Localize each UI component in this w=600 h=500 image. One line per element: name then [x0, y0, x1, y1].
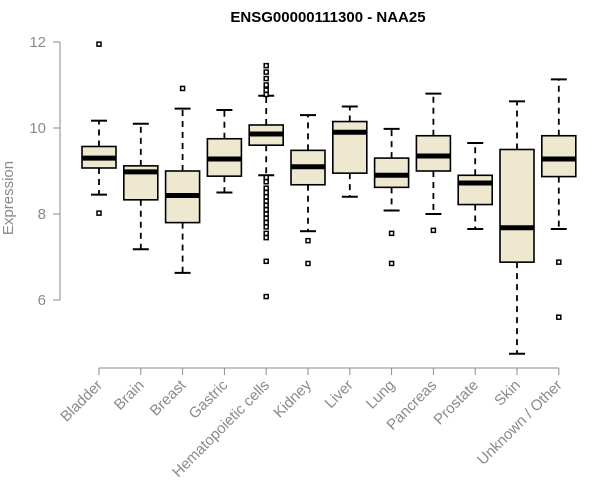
outlier-point	[263, 198, 269, 204]
y-tick-label: 10	[29, 120, 46, 137]
box-bladder	[81, 41, 117, 216]
outlier-point	[263, 62, 269, 69]
box-pancreas	[415, 92, 452, 234]
outlier-point	[263, 219, 269, 226]
box-hematopoietic-cells	[248, 62, 284, 300]
box-iqr	[499, 148, 535, 263]
x-tick-label: Lung	[363, 377, 399, 413]
outlier-point	[263, 224, 269, 230]
outlier-point	[263, 185, 269, 191]
box-brain	[123, 122, 159, 251]
box-iqr	[540, 134, 577, 178]
y-axis: 6 8 10 12	[29, 34, 61, 309]
outlier-point	[263, 202, 269, 209]
y-tick-label: 6	[38, 292, 46, 309]
outlier-point	[263, 75, 269, 82]
box-skin	[499, 100, 535, 355]
outlier-point	[388, 260, 395, 267]
outlier-point	[263, 179, 269, 185]
outlier-point	[263, 258, 269, 265]
box-iqr	[415, 134, 452, 172]
outlier-point	[263, 211, 269, 217]
outlier-point	[263, 189, 269, 196]
outlier-point	[263, 91, 269, 98]
box-gastric	[206, 108, 243, 194]
outlier-point	[388, 230, 395, 237]
outlier-point	[305, 237, 311, 244]
outlier-point	[263, 230, 269, 237]
box-unknown-other	[540, 78, 577, 320]
outlier-point	[430, 227, 437, 234]
outlier-point	[263, 215, 269, 222]
box-breast	[164, 85, 201, 274]
box-kidney	[290, 114, 326, 267]
outlier-point	[263, 293, 269, 300]
outlier-point	[263, 69, 269, 75]
outlier-point	[263, 234, 269, 241]
box-prostate	[457, 142, 494, 231]
x-tick-label: Breast	[147, 376, 190, 419]
outlier-point	[263, 194, 269, 200]
boxes-group	[81, 41, 577, 355]
box-liver	[331, 105, 368, 198]
outlier-point	[556, 259, 562, 265]
x-tick-label: Bladder	[57, 377, 106, 426]
outlier-point	[263, 87, 269, 93]
outlier-point	[96, 41, 102, 47]
outlier-point	[179, 85, 186, 92]
box-iqr	[331, 120, 368, 174]
outlier-point	[96, 210, 102, 216]
x-tick-label: Kidney	[270, 376, 315, 421]
chart-title: ENSG00000111300 - NAA25	[230, 9, 425, 26]
outlier-point	[263, 174, 269, 181]
box-lung	[373, 127, 410, 267]
x-tick-label: Brain	[111, 377, 148, 414]
x-tick-label: Prostate	[430, 377, 482, 429]
box-iqr	[457, 174, 494, 206]
y-tick-label: 8	[38, 206, 46, 223]
outlier-point	[556, 314, 562, 320]
outlier-point	[263, 82, 269, 88]
y-tick-label: 12	[29, 34, 46, 51]
y-axis-label: Expression	[0, 161, 17, 235]
x-tick-label: Skin	[491, 377, 524, 410]
outlier-point	[305, 260, 311, 267]
x-tick-label: Liver	[322, 377, 357, 412]
outlier-point	[263, 206, 269, 213]
box-iqr	[373, 157, 410, 189]
